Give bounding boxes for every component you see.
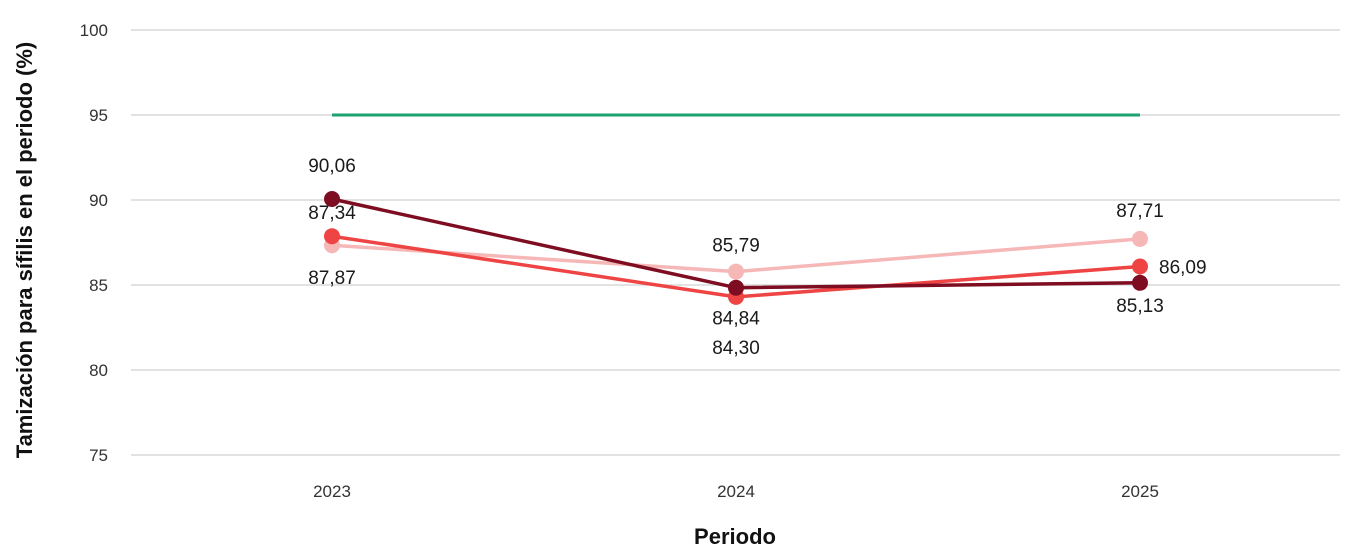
y-tick-label: 90: [89, 191, 108, 210]
y-axis-title: Tamización para sífilis en el periodo (%…: [12, 42, 37, 458]
y-tick-label: 100: [80, 21, 108, 40]
series-0-point-2: [1132, 230, 1148, 247]
x-axis-ticks: 2023 2024 2025: [313, 482, 1159, 501]
data-label: 86,09: [1159, 257, 1207, 278]
x-axis-title: Periodo: [694, 524, 776, 549]
data-labels: 87,34 85,79 87,71 87,87 84,30 86,09 90,06 84,84…: [308, 156, 1206, 359]
y-tick-label: 75: [89, 446, 108, 465]
series-1-point-2: [1132, 258, 1148, 275]
data-label: 87,71: [1116, 201, 1164, 222]
x-tick-label: 2025: [1121, 482, 1159, 501]
data-label: 87,34: [308, 203, 356, 224]
data-label: 87,87: [308, 268, 356, 289]
y-tick-label: 80: [89, 361, 108, 380]
series-0-point-1: [728, 263, 744, 280]
series-2-point-1: [728, 279, 744, 296]
y-axis-ticks: 75 80 85 90 95 100: [80, 21, 108, 465]
data-label: 90,06: [308, 156, 356, 177]
data-label: 84,30: [712, 338, 760, 359]
y-tick-label: 95: [89, 106, 108, 125]
series-2-point-2: [1132, 274, 1148, 291]
data-label: 85,79: [712, 236, 760, 257]
x-tick-label: 2024: [717, 482, 755, 501]
data-label: 85,13: [1116, 296, 1164, 317]
x-tick-label: 2023: [313, 482, 351, 501]
series-group: [324, 190, 1148, 305]
series-2-point-0: [324, 190, 340, 207]
series-1-point-0: [324, 228, 340, 245]
y-tick-label: 85: [89, 276, 108, 295]
data-label: 84,84: [712, 309, 760, 330]
